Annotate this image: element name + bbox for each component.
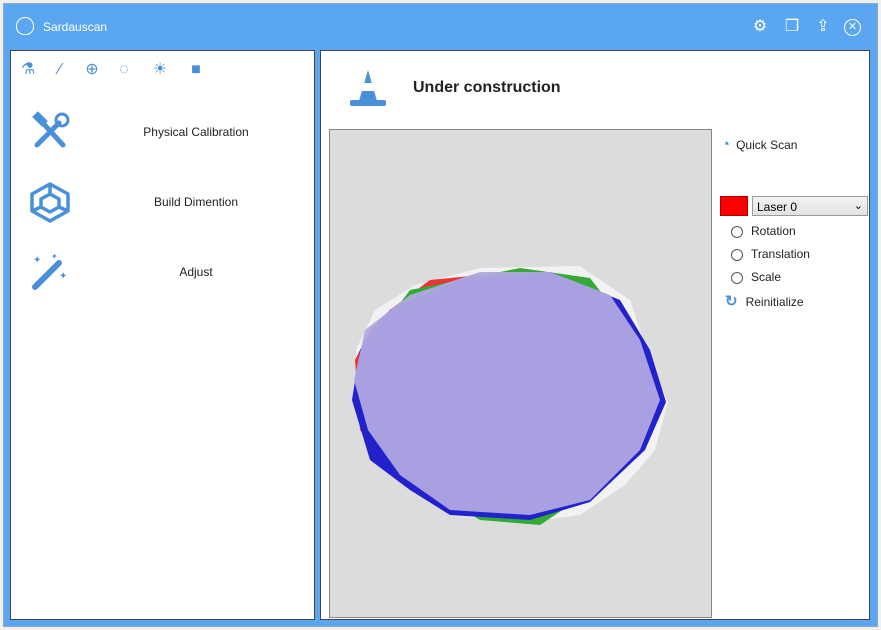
restore-icon[interactable]: ❐: [784, 18, 800, 35]
upload-icon[interactable]: ⇪: [816, 18, 830, 35]
menu-item-label: Physical Calibration: [143, 125, 249, 139]
scan-surface: [354, 272, 660, 515]
radio-label: Translation: [751, 247, 810, 261]
crosshair-icon[interactable]: ⊕: [85, 61, 99, 78]
reinitialize-button[interactable]: ↻ Reinitialize: [725, 292, 804, 310]
radio-circle[interactable]: [731, 248, 743, 261]
title-bar[interactable]: Sardauscan ⚙ ❐ ⇪ ✕: [4, 4, 877, 48]
magic-wand-icon: ✦ ✦ ✦: [32, 252, 67, 290]
flask-icon[interactable]: ⚗: [20, 61, 36, 78]
svg-text:✦: ✦: [33, 255, 41, 266]
radio-scale[interactable]: Scale: [731, 270, 781, 284]
radio-circle[interactable]: [731, 225, 743, 238]
quick-scan-label: Quick Scan: [736, 138, 798, 152]
reinitialize-label: Reinitialize: [745, 295, 804, 309]
radio-label: Scale: [751, 270, 782, 284]
menu-item-label: Adjust: [179, 265, 213, 279]
magic-wand-icon[interactable]: ⁄: [58, 61, 62, 78]
video-camera-icon[interactable]: ■: [191, 61, 201, 78]
menu-item-build-dimention[interactable]: Build Dimention: [21, 177, 311, 227]
tools-icon: [32, 111, 70, 148]
main-panel: Under construction ◔ Quick Scan Laser 0 ⌄ …: [320, 50, 870, 620]
scan-viewport[interactable]: [329, 129, 712, 618]
laser-select[interactable]: Laser 0 ⌄: [752, 196, 868, 216]
left-panel: ⚗ ⁄ ⊕ ◌ ☀ ■ Physical Calibration Build D…: [10, 50, 315, 620]
menu-item-physical-calibration[interactable]: Physical Calibration: [21, 107, 311, 157]
window-title: Sardauscan: [43, 20, 108, 34]
settings-icon[interactable]: ⚙: [752, 18, 768, 35]
radio-circle[interactable]: [731, 271, 743, 284]
svg-text:✦: ✦: [59, 271, 67, 282]
radio-translation[interactable]: Translation: [731, 247, 810, 261]
close-icon[interactable]: ✕: [844, 19, 861, 36]
laser-color-swatch[interactable]: [720, 196, 748, 216]
gauge-icon: ◔: [721, 136, 731, 153]
menu-item-label: Build Dimention: [153, 195, 239, 209]
laser-select-value: Laser 0: [757, 200, 798, 214]
refresh-icon: ↻: [725, 293, 738, 310]
quick-scan-button[interactable]: ◔ Quick Scan: [721, 136, 797, 153]
app-logo-icon: [16, 17, 34, 35]
radio-label: Rotation: [751, 224, 796, 238]
sun-icon[interactable]: ☀: [152, 61, 168, 78]
point-cloud-view: [352, 266, 668, 525]
page-title: Under construction: [413, 79, 561, 96]
svg-text:✦: ✦: [51, 252, 58, 261]
menu-item-adjust[interactable]: ✦ ✦ ✦ Adjust: [21, 247, 311, 297]
chevron-down-icon: ⌄: [853, 200, 863, 212]
traffic-cone-icon: [350, 70, 386, 106]
app-window: Sardauscan ⚙ ❐ ⇪ ✕ ⚗ ⁄ ⊕ ◌ ☀ ■ Physical …: [3, 3, 878, 627]
spinner-icon[interactable]: ◌: [119, 61, 129, 78]
cube-icon: [30, 182, 70, 223]
radio-rotation[interactable]: Rotation: [731, 224, 796, 238]
